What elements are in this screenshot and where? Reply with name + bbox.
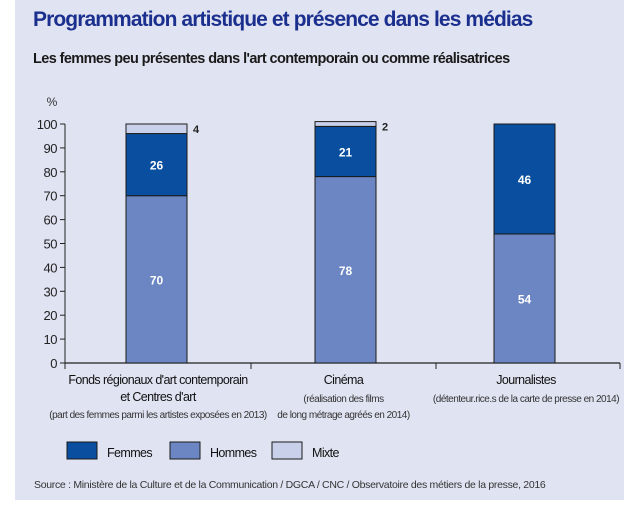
y-axis-label: % [47, 95, 58, 109]
x-category-note: de long métrage agréés en 2014) [277, 410, 410, 421]
data-label-femmes: 26 [150, 159, 164, 173]
source-note: Source : Ministère de la Culture et de l… [34, 479, 546, 491]
y-tick-label: 50 [44, 237, 58, 252]
x-category-label: Journalistes [496, 373, 556, 387]
y-tick-label: 30 [44, 284, 58, 299]
legend-label-hommes: Hommes [210, 446, 257, 460]
y-tick-label: 20 [44, 308, 58, 323]
y-tick-label: 0 [50, 356, 57, 371]
bar-mixte [314, 121, 377, 127]
bar-femmes [314, 125, 377, 178]
x-category-label: Fonds régionaux d'art contemporain [68, 373, 248, 387]
y-tick-label: 10 [44, 332, 58, 347]
legend-swatch-hommes [169, 441, 201, 460]
bar-mixte [125, 123, 188, 135]
y-tick-label: 80 [44, 165, 58, 180]
data-label-mixte: 2 [382, 122, 388, 134]
data-label-hommes: 54 [518, 292, 532, 306]
x-category-label: et Centres d'art [120, 390, 197, 404]
chart-subtitle: Les femmes peu présentes dans l'art cont… [33, 51, 510, 67]
bar-hommes [314, 176, 377, 364]
legend-swatch-mixte [271, 441, 303, 460]
legend-swatch-femmes [66, 441, 98, 460]
data-label-hommes: 78 [339, 264, 353, 278]
data-label-hommes: 70 [150, 273, 164, 287]
bar-hommes [493, 233, 556, 364]
data-label-femmes: 21 [339, 145, 353, 159]
data-label-femmes: 46 [518, 173, 532, 187]
x-category-label: Cinéma [324, 373, 364, 387]
y-tick-label: 40 [44, 260, 58, 275]
y-tick-label: 100 [37, 117, 57, 132]
y-tick-label: 60 [44, 213, 58, 228]
bar-femmes [493, 123, 556, 235]
legend-label-mixte: Mixte [312, 446, 340, 460]
y-tick-label: 70 [44, 189, 58, 204]
y-tick-label: 90 [44, 141, 58, 156]
x-category-note: (part des femmes parmi les artistes expo… [49, 410, 267, 421]
x-category-note: (réalisation des films [303, 394, 384, 405]
chart-title: Programmation artistique et présence dan… [33, 8, 533, 31]
x-category-note: (détenteur.rice.s de la carte de presse … [433, 394, 619, 405]
legend-label-femmes: Femmes [107, 446, 152, 460]
bar-hommes [125, 195, 188, 364]
data-label-mixte: 4 [193, 124, 200, 136]
bar-femmes [125, 133, 188, 197]
